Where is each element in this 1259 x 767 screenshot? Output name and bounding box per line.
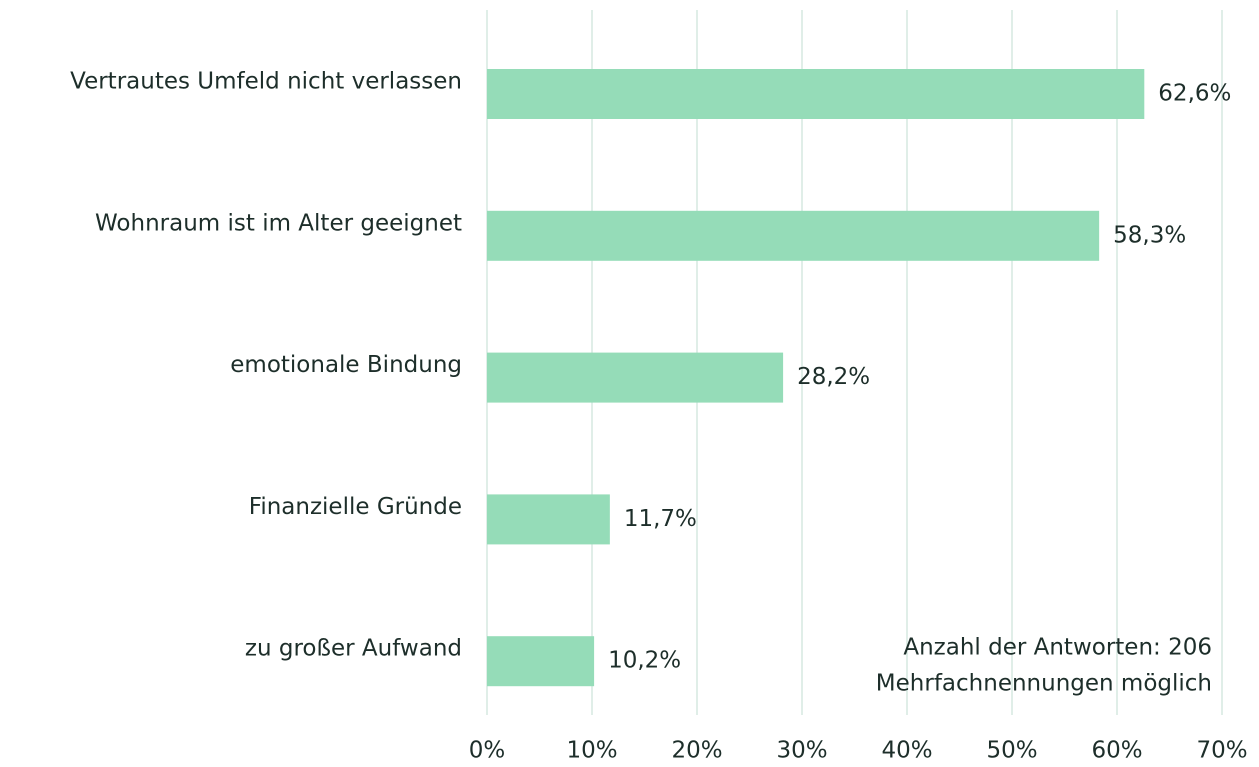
y-tick-label: Vertrautes Umfeld nicht verlassen <box>70 69 462 95</box>
value-label: 10,2% <box>608 648 681 674</box>
bar <box>487 352 784 403</box>
x-tick-label: 60% <box>1091 738 1142 764</box>
y-tick-label: Wohnraum ist im Alter geeignet <box>95 210 462 236</box>
bar <box>487 494 610 545</box>
x-tick-label: 70% <box>1196 738 1247 764</box>
x-tick-label: 50% <box>986 738 1037 764</box>
x-tick-label: 30% <box>776 738 827 764</box>
annotation: Anzahl der Antworten: 206 <box>903 635 1212 661</box>
annotation: Mehrfachnennungen möglich <box>876 671 1212 697</box>
y-tick-label: zu großer Aufwand <box>245 636 462 662</box>
bar <box>487 210 1100 261</box>
x-tick-label: 40% <box>881 738 932 764</box>
bar <box>487 636 595 687</box>
x-tick-label: 0% <box>469 738 506 764</box>
bar <box>487 69 1145 119</box>
y-tick-label: emotionale Bindung <box>230 352 462 378</box>
x-tick-label: 20% <box>671 738 722 764</box>
x-tick-label: 10% <box>566 738 617 764</box>
value-label: 62,6% <box>1158 81 1231 107</box>
value-label: 58,3% <box>1113 222 1186 248</box>
value-label: 11,7% <box>624 506 697 532</box>
y-tick-label: Finanzielle Gründe <box>249 494 462 520</box>
value-label: 28,2% <box>797 364 870 390</box>
